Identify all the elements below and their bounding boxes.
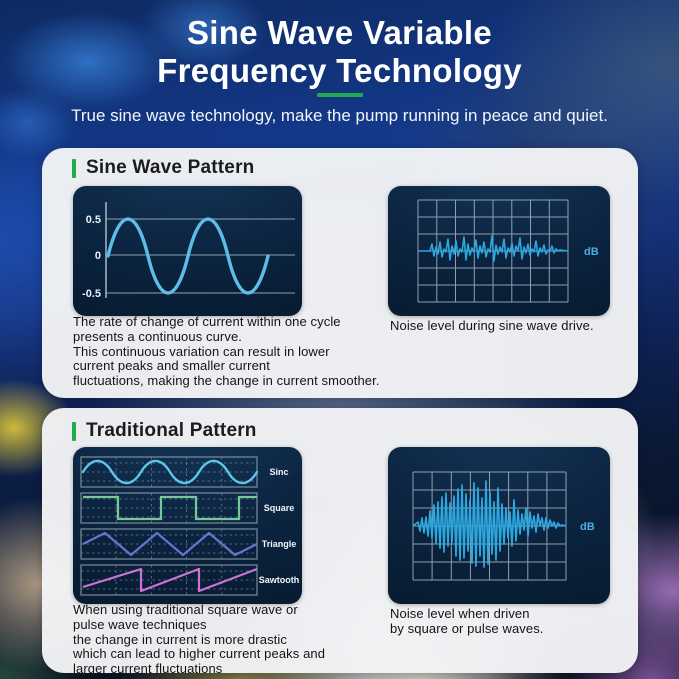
triangle-strip-label: Triangle — [262, 539, 297, 549]
traditional-card-heading: Traditional Pattern — [72, 420, 257, 442]
traditional-card-description: When using traditional square wave or pu… — [73, 602, 326, 677]
sine-card-heading: Sine Wave Pattern — [72, 157, 254, 179]
tick-neg-0-5: -0.5 — [82, 288, 101, 300]
tick-0: 0 — [95, 250, 101, 262]
sine-wave-chart-svg: 0.5 0 -0.5 — [82, 202, 295, 300]
high-noise-chart-svg: dB — [412, 471, 595, 581]
sine-noise-caption: Noise level during sine wave drive. — [390, 318, 594, 333]
strip-borders — [80, 456, 258, 596]
green-accent-bar — [72, 421, 76, 441]
sine-strip-wave — [81, 459, 259, 485]
square-strip-label: Square — [264, 503, 295, 513]
page-title: Sine Wave Variable Frequency Technology — [157, 14, 522, 89]
low-noise-chart-svg: dB — [417, 199, 599, 303]
low-noise-chart: dB — [388, 186, 610, 316]
sine-wave-chart: 0.5 0 -0.5 — [73, 186, 302, 316]
green-accent-bar — [72, 158, 76, 178]
title-underline-bar — [316, 93, 363, 97]
sawtooth-strip-wave — [82, 567, 258, 593]
gridlines — [106, 218, 295, 294]
strip-dashed-grid — [81, 457, 257, 595]
traditional-waveforms-chart: Sinc Square Triangle Sawtooth — [73, 447, 302, 604]
sine-card-description: The rate of change of current within one… — [73, 314, 380, 389]
traditional-waveforms-svg: Sinc Square Triangle Sawtooth — [80, 456, 300, 596]
tick-0-5: 0.5 — [86, 214, 101, 226]
triangle-strip-wave — [82, 531, 258, 557]
traditional-noise-caption: Noise level when driven by square or pul… — [390, 606, 544, 636]
sine-wave-pattern-card: Sine Wave Pattern 0.5 0 -0.5 dB The rate… — [42, 148, 638, 398]
sine-strip-label: Sinc — [269, 467, 288, 477]
traditional-card-heading-label: Traditional Pattern — [86, 420, 257, 441]
sawtooth-strip-label: Sawtooth — [259, 575, 300, 585]
sine-curve — [106, 217, 270, 295]
sine-card-heading-label: Sine Wave Pattern — [86, 157, 255, 178]
low-noise-waveform — [418, 235, 569, 262]
page-subtitle: True sine wave technology, make the pump… — [71, 106, 608, 125]
high-noise-chart: dB — [388, 447, 610, 604]
db-unit-label: dB — [584, 246, 599, 258]
traditional-pattern-card: Traditional Pattern Sin — [42, 408, 638, 676]
db-unit-label: dB — [580, 521, 595, 533]
square-strip-wave — [83, 495, 257, 521]
high-noise-waveform — [412, 480, 567, 568]
